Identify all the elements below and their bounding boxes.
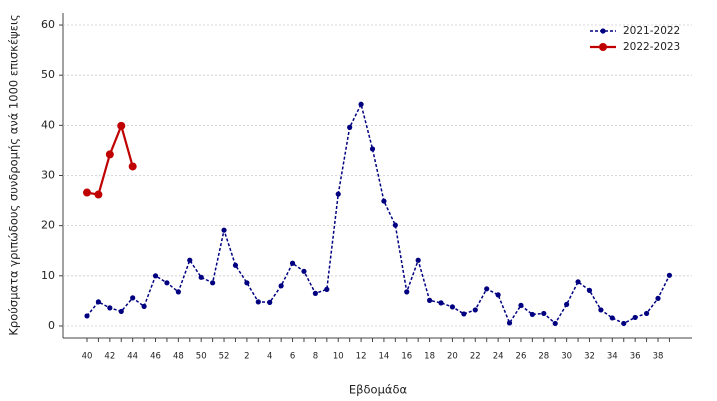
data-point bbox=[84, 313, 90, 319]
x-tick-label: 18 bbox=[424, 352, 435, 362]
data-point bbox=[232, 262, 239, 268]
x-tick-label: 44 bbox=[127, 352, 138, 362]
x-tick-label: 8 bbox=[313, 352, 318, 362]
data-point bbox=[609, 315, 615, 321]
data-point bbox=[415, 257, 421, 263]
data-point bbox=[105, 150, 114, 159]
x-tick-label: 46 bbox=[150, 352, 161, 362]
data-point bbox=[381, 198, 387, 204]
data-point bbox=[586, 287, 593, 293]
data-point bbox=[666, 272, 673, 278]
data-point bbox=[164, 280, 170, 286]
data-point bbox=[347, 124, 353, 130]
x-tick-label: 32 bbox=[584, 352, 595, 362]
x-tick-label: 36 bbox=[630, 352, 641, 362]
x-tick-label: 6 bbox=[290, 352, 295, 362]
data-point bbox=[152, 273, 159, 279]
data-point bbox=[564, 301, 570, 307]
y-axis-label: Κρούσματα γριπώδους συνδρομής ανά 1000 ε… bbox=[7, 14, 21, 335]
legend-label: 2021-2022 bbox=[623, 25, 680, 37]
x-tick-label: 42 bbox=[104, 352, 115, 362]
data-point bbox=[358, 101, 364, 107]
x-tick-label: 24 bbox=[493, 352, 504, 362]
legend-marker bbox=[599, 43, 607, 51]
data-point bbox=[598, 307, 604, 313]
data-point bbox=[404, 289, 410, 295]
data-point bbox=[83, 188, 91, 197]
data-point bbox=[289, 260, 296, 266]
data-point bbox=[301, 268, 307, 274]
data-point bbox=[495, 292, 501, 298]
data-point bbox=[552, 320, 558, 327]
y-tick-label: 20 bbox=[41, 219, 55, 232]
x-tick-label: 20 bbox=[447, 352, 458, 362]
data-point bbox=[461, 311, 467, 317]
data-point bbox=[175, 289, 181, 295]
x-tick-label: 34 bbox=[607, 352, 618, 362]
data-point bbox=[312, 290, 318, 296]
x-tick-label: 28 bbox=[538, 352, 549, 362]
x-tick-label: 22 bbox=[470, 352, 481, 362]
data-point bbox=[244, 280, 250, 286]
data-point bbox=[335, 191, 341, 197]
data-point bbox=[575, 279, 581, 285]
series-line bbox=[86, 122, 134, 196]
y-tick-label: 30 bbox=[41, 169, 55, 182]
y-tick-label: 10 bbox=[41, 269, 55, 282]
x-tick-label: 2 bbox=[244, 352, 249, 362]
x-tick-label: 50 bbox=[196, 352, 207, 362]
x-tick-label: 4 bbox=[267, 352, 272, 362]
data-point bbox=[210, 280, 216, 286]
y-tick-label: 60 bbox=[41, 18, 55, 31]
data-point bbox=[529, 311, 535, 318]
x-tick-label: 14 bbox=[379, 352, 390, 362]
x-tick-label: 40 bbox=[82, 352, 93, 362]
legend-marker bbox=[600, 28, 606, 34]
data-point bbox=[621, 320, 627, 327]
legend-label: 2022-2023 bbox=[623, 41, 680, 53]
x-tick-label: 10 bbox=[333, 352, 344, 362]
data-point bbox=[324, 286, 330, 292]
data-point bbox=[518, 302, 524, 308]
data-point bbox=[117, 121, 126, 130]
data-point bbox=[95, 299, 102, 305]
data-point bbox=[369, 146, 376, 152]
data-point bbox=[130, 295, 136, 301]
x-tick-label: 48 bbox=[173, 352, 184, 362]
data-point bbox=[472, 307, 478, 313]
data-point bbox=[255, 299, 261, 305]
y-tick-label: 40 bbox=[41, 118, 55, 131]
data-point bbox=[187, 257, 193, 263]
data-point bbox=[449, 304, 456, 310]
data-point bbox=[267, 299, 273, 305]
data-point bbox=[128, 162, 137, 171]
x-tick-label: 38 bbox=[653, 352, 664, 362]
y-tick-label: 50 bbox=[41, 68, 55, 81]
y-tick-label: 0 bbox=[48, 319, 55, 332]
data-point bbox=[541, 310, 547, 317]
x-tick-label: 52 bbox=[219, 352, 230, 362]
x-tick-label: 30 bbox=[561, 352, 572, 362]
data-point bbox=[643, 310, 650, 317]
data-point bbox=[221, 227, 227, 233]
data-point bbox=[278, 283, 284, 289]
x-tick-label: 12 bbox=[356, 352, 367, 362]
series-line bbox=[86, 102, 671, 325]
data-point bbox=[632, 314, 638, 321]
data-point bbox=[655, 295, 661, 301]
x-axis-label: Εβδομάδα bbox=[349, 383, 408, 397]
data-point bbox=[484, 286, 490, 292]
data-point bbox=[94, 190, 103, 199]
x-tick-label: 16 bbox=[401, 352, 412, 362]
data-point bbox=[392, 222, 398, 228]
data-point bbox=[438, 300, 444, 306]
data-point bbox=[141, 303, 147, 310]
data-point bbox=[118, 308, 124, 315]
x-tick-label: 26 bbox=[516, 352, 527, 362]
data-point bbox=[506, 320, 513, 326]
data-point bbox=[427, 297, 433, 303]
data-point bbox=[107, 305, 113, 311]
data-point bbox=[198, 274, 204, 280]
